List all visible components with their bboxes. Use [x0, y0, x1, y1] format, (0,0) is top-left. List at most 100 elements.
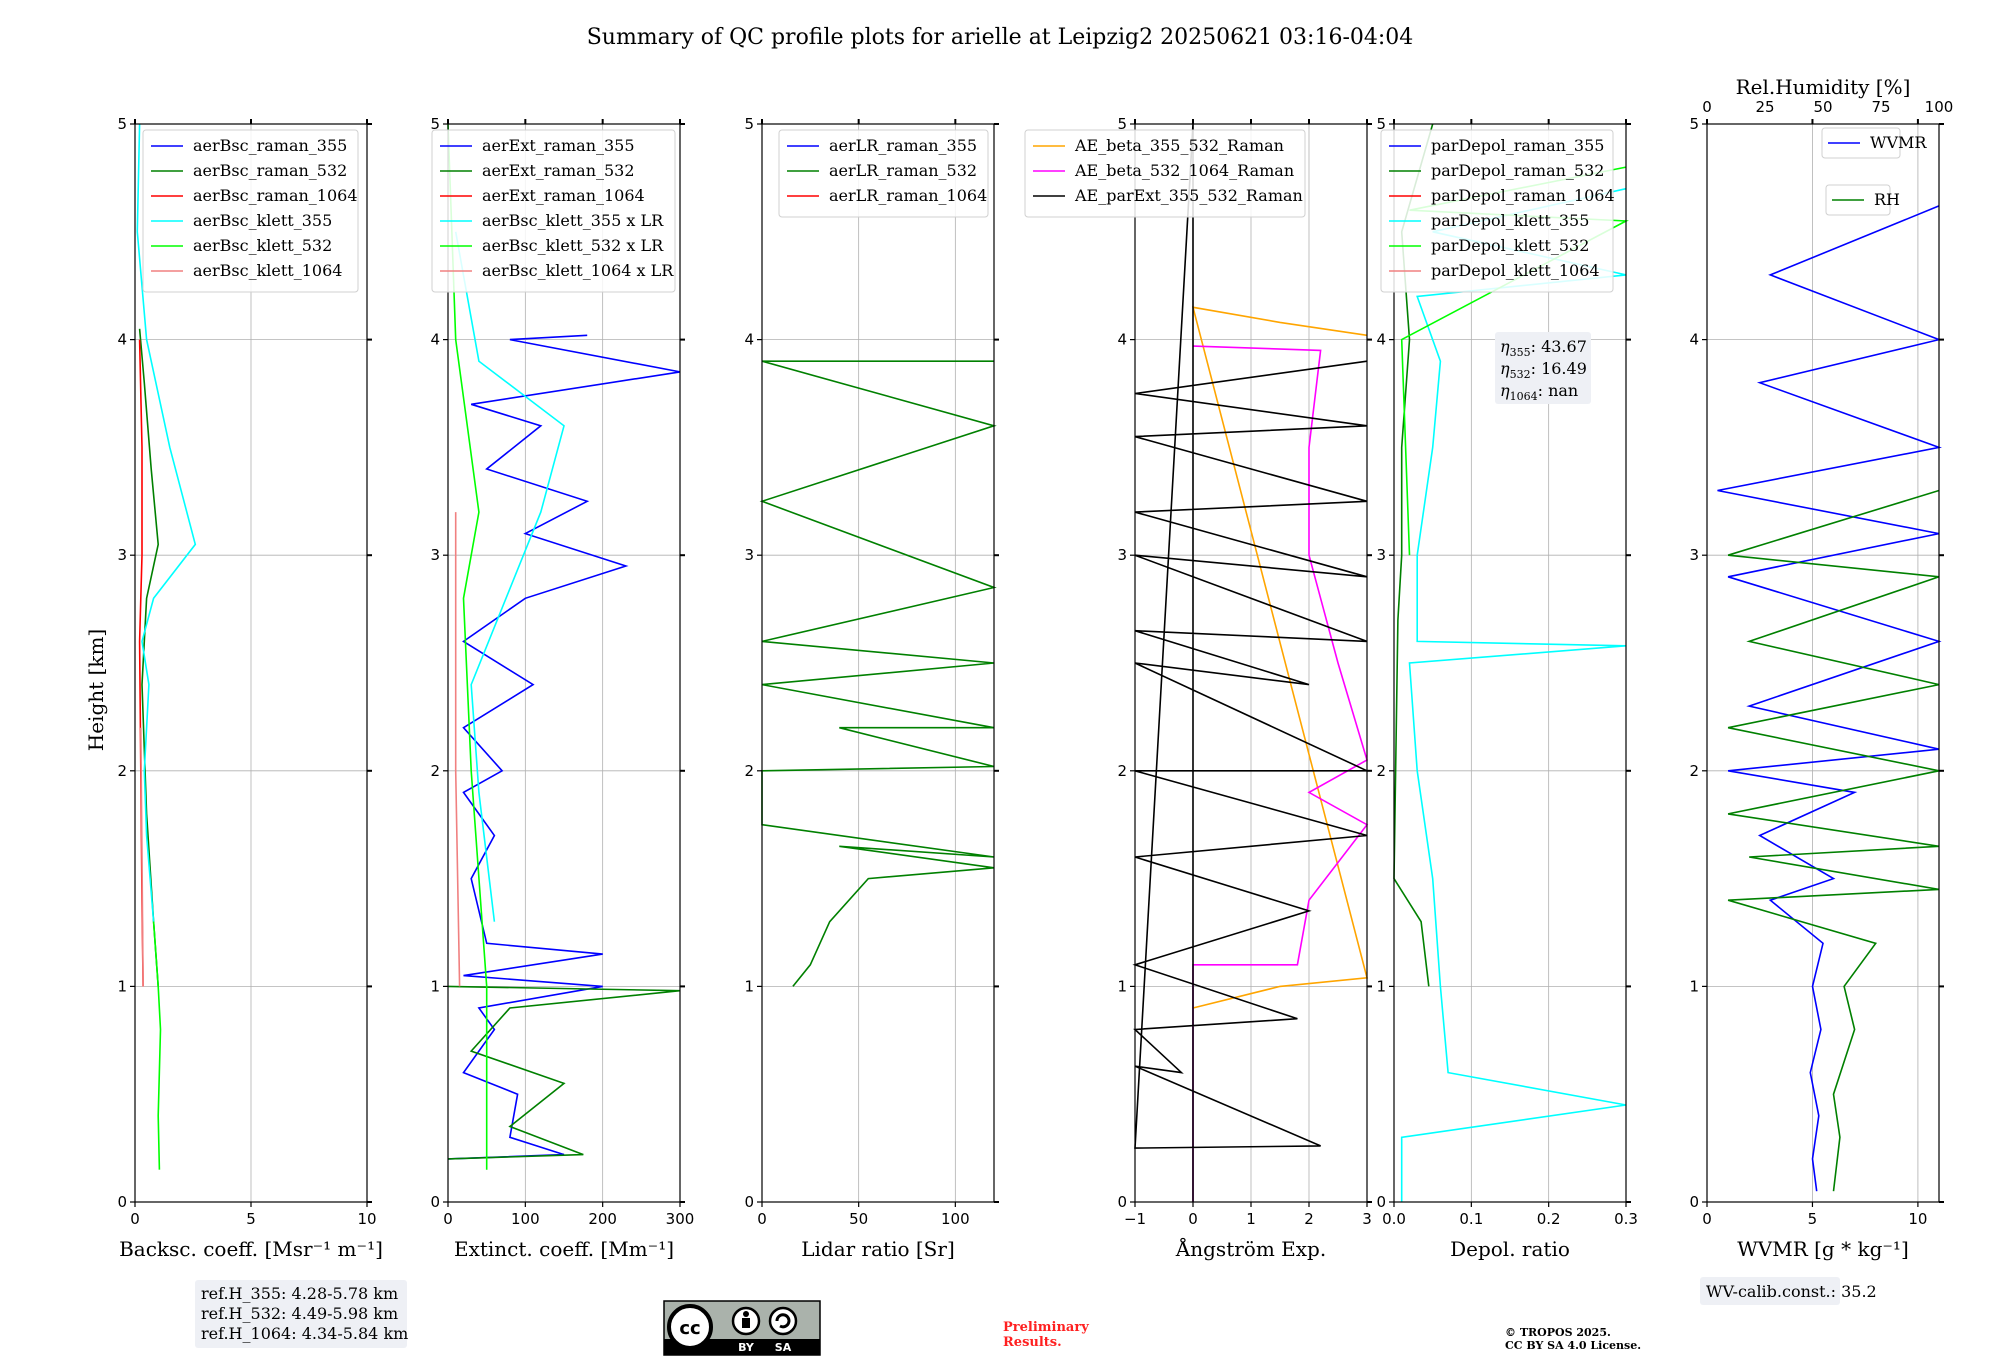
- legend: WVMR RH: [1821, 127, 1927, 216]
- wv-calib-text: WV-calib.const.: 35.2: [1706, 1282, 1877, 1301]
- y-tick-label: 5: [1376, 115, 1386, 133]
- sa-icon: [768, 1306, 798, 1336]
- x-tick-label: 0: [130, 1210, 140, 1228]
- x-axis-label: Backsc. coeff. [Msr⁻¹ m⁻¹]: [119, 1237, 383, 1261]
- preliminary-line-2: Results.: [1003, 1335, 1062, 1350]
- y-tick-label: 4: [744, 331, 754, 349]
- y-tick-label: 5: [1689, 115, 1699, 133]
- x-tick-label: 0.1: [1459, 1210, 1483, 1228]
- y-tick-label: 1: [1689, 977, 1699, 995]
- y-tick-label: 3: [1689, 546, 1699, 564]
- x-tick-label: 200: [588, 1210, 617, 1228]
- legend-label: parDepol_raman_1064: [1431, 186, 1615, 205]
- x2-tick-label: 50: [1813, 98, 1832, 116]
- legend: aerBsc_raman_355 aerBsc_raman_532 aerBsc_r…: [142, 129, 359, 293]
- x-tick-label: 300: [666, 1210, 695, 1228]
- legend-label: aerLR_raman_355: [829, 136, 977, 155]
- cc-by-label: BY: [738, 1341, 755, 1354]
- ref-heights-background: [195, 1280, 407, 1348]
- by-icon-body: [742, 1318, 750, 1328]
- series-line-aerBsc_klett_532 x LR: [447, 123, 488, 1170]
- series-line-aerBsc_klett_532: [152, 921, 162, 1170]
- y-tick-label: 3: [1117, 546, 1127, 564]
- series-line-aerLR_raman_532: [759, 360, 997, 987]
- x-tick-label: 100: [511, 1210, 540, 1228]
- x-tick-label: 0: [1702, 1210, 1712, 1228]
- legend: AE_beta_355_532_Raman AE_beta_532_1064_Ra…: [1024, 129, 1306, 218]
- x-tick-label: 5: [246, 1210, 256, 1228]
- y-tick-label: 3: [1376, 546, 1386, 564]
- legend-label: parDepol_raman_355: [1431, 136, 1604, 155]
- panel-1: 0 1 2 3 4 5 0 5 10 Backsc. coeff. [Msr⁻¹ m⁻¹] aerB…: [117, 115, 382, 1261]
- x-tick-label: 10: [357, 1210, 376, 1228]
- x-axis-label: WVMR [g * kg⁻¹]: [1737, 1237, 1909, 1261]
- legend-box: [1821, 127, 1901, 159]
- y-tick-label: 5: [430, 115, 440, 133]
- legend-label: aerBsc_raman_355: [193, 136, 347, 155]
- x-tick-label: 0.2: [1537, 1210, 1561, 1228]
- x-tick-label: 100: [941, 1210, 970, 1228]
- series-line-aerBsc_klett_1064 x LR: [454, 512, 461, 987]
- by-icon-head: [743, 1311, 749, 1317]
- x-tick-label: 0: [757, 1210, 767, 1228]
- cc-icon-text: cc: [679, 1318, 700, 1339]
- x-tick-label: 2: [1304, 1210, 1314, 1228]
- y-tick-label: 3: [117, 546, 127, 564]
- y-tick-label: 4: [430, 331, 440, 349]
- x-tick-label: 0: [443, 1210, 453, 1228]
- y-tick-label: 5: [117, 115, 127, 133]
- legend-box: [1024, 129, 1306, 218]
- legend-label: aerBsc_klett_532: [193, 236, 332, 255]
- y-tick-label: 0: [1689, 1193, 1699, 1211]
- legend-label: RH: [1874, 190, 1900, 209]
- y-tick-label: 2: [1117, 762, 1127, 780]
- wv-calib-background: [1700, 1277, 1840, 1305]
- legend-label: WVMR: [1870, 133, 1927, 152]
- series-line-aerBsc_klett_355 x LR: [454, 231, 565, 922]
- x2-tick-label: 75: [1871, 98, 1890, 116]
- eta-value-0: η355: 43.67: [1500, 337, 1587, 359]
- sa-icon-arrow: [775, 1313, 791, 1329]
- legend-label: aerBsc_klett_355: [193, 211, 332, 230]
- x2-tick-label: 100: [1925, 98, 1954, 116]
- y-tick-label: 4: [1689, 331, 1699, 349]
- y-tick-label: 5: [1117, 115, 1127, 133]
- x-axis-label: Extinct. coeff. [Mm⁻¹]: [454, 1237, 674, 1261]
- series-line-aerBsc_klett_355: [136, 123, 197, 922]
- legend-label: aerExt_raman_355: [482, 136, 635, 155]
- legend-box: [778, 129, 989, 218]
- legend-label: aerBsc_klett_532 x LR: [482, 236, 664, 255]
- legend-label: aerBsc_klett_1064: [193, 261, 342, 280]
- legend-label: aerExt_raman_532: [482, 161, 635, 180]
- x-tick-label: 0: [1188, 1210, 1198, 1228]
- legend-label: AE_beta_355_532_Raman: [1074, 136, 1284, 155]
- x-tick-label: 1: [1246, 1210, 1256, 1228]
- eta-box-background: [1495, 332, 1591, 404]
- series-line-WVMR: [1717, 205, 1942, 1192]
- y-tick-label: 3: [430, 546, 440, 564]
- series-line-AE_beta_355_532_Raman: [1191, 306, 1369, 1009]
- x-tick-label: 3: [1362, 1210, 1372, 1228]
- legend-label: AE_parExt_355_532_Raman: [1074, 186, 1303, 205]
- x-axis-label: Lidar ratio [Sr]: [801, 1237, 955, 1261]
- cc-license-badge: cc BY SA: [663, 1300, 821, 1356]
- legend-box: [142, 129, 359, 293]
- series-line-RH: [1727, 489, 1940, 1192]
- legend-label: AE_beta_532_1064_Raman: [1074, 161, 1294, 180]
- x2-tick-label: 0: [1702, 98, 1712, 116]
- series-line-aerExt_raman_532: [447, 985, 681, 1160]
- legend-label: parDepol_klett_532: [1431, 236, 1589, 255]
- legend-label: aerBsc_klett_1064 x LR: [482, 261, 674, 280]
- series-line-aerExt_raman_355: [447, 334, 681, 1160]
- legend-box: [1380, 129, 1614, 293]
- copyright-line-2: CC BY SA 4.0 License.: [1505, 1339, 1641, 1352]
- x-axis-label: Ångström Exp.: [1175, 1236, 1326, 1261]
- legend-label: parDepol_klett_355: [1431, 211, 1589, 230]
- legend-label: aerLR_raman_1064: [829, 186, 987, 205]
- axes-frame: [447, 123, 681, 1203]
- axes-frame: [1393, 123, 1627, 1203]
- y-tick-label: 4: [117, 331, 127, 349]
